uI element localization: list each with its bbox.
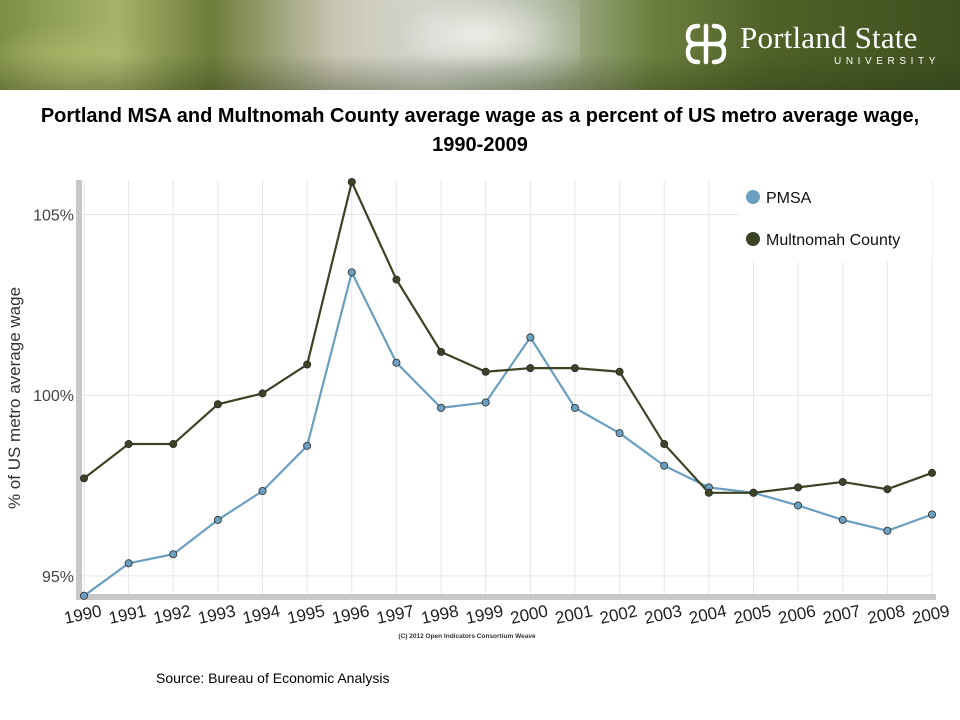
source-note: Source: Bureau of Economic Analysis xyxy=(156,670,390,686)
x-tick-label: 1995 xyxy=(286,601,327,627)
data-point xyxy=(80,474,89,483)
data-point xyxy=(213,400,222,409)
data-point xyxy=(258,389,267,398)
psu-logo-icon xyxy=(685,23,727,65)
data-point xyxy=(794,483,803,492)
logo-name: Portland State xyxy=(740,20,918,55)
data-point xyxy=(347,268,356,277)
x-tick-label: 2003 xyxy=(643,601,684,627)
line-chart: 95% 100% 105% % of US metro average wage 199… xyxy=(5,170,951,640)
x-tick-label: 2002 xyxy=(598,601,639,627)
data-point xyxy=(749,488,758,497)
chart-title: Portland MSA and Multnomah County averag… xyxy=(40,105,920,156)
data-point xyxy=(80,591,89,600)
data-point xyxy=(437,403,446,412)
data-point xyxy=(258,486,267,495)
data-point xyxy=(615,367,624,376)
legend-label: PMSA xyxy=(766,190,812,207)
header-banner: Portland State UNIVERSITY xyxy=(0,0,960,90)
data-point xyxy=(124,559,133,568)
x-tick-label: 2000 xyxy=(509,601,550,627)
series-line xyxy=(83,178,933,494)
x-axis-line xyxy=(76,594,936,600)
banner-background-building xyxy=(380,0,580,80)
x-tick-label: 1991 xyxy=(107,601,148,627)
data-point xyxy=(570,364,579,373)
legend-marker xyxy=(746,190,760,204)
x-tick-label: 2005 xyxy=(732,601,773,627)
data-point xyxy=(481,367,490,376)
legend-box xyxy=(738,170,932,262)
data-point xyxy=(303,360,312,369)
data-point xyxy=(883,485,892,494)
chart-watermark: (C) 2012 Open Indicators Consortium Weav… xyxy=(398,633,536,640)
data-point xyxy=(660,461,669,470)
x-tick-label: 1998 xyxy=(419,601,460,627)
data-point xyxy=(213,515,222,524)
data-point xyxy=(437,347,446,356)
data-point xyxy=(169,440,178,449)
logo-subtitle: UNIVERSITY xyxy=(834,56,941,67)
x-tick-label: 1994 xyxy=(241,601,282,627)
data-point xyxy=(794,501,803,510)
data-point xyxy=(838,515,847,524)
y-axis-label: % of US metro average wage xyxy=(5,287,24,509)
x-tick-label: 1993 xyxy=(196,601,237,627)
x-tick-label: 1999 xyxy=(464,601,505,627)
data-point xyxy=(526,364,535,373)
data-point xyxy=(660,440,669,449)
university-logo: Portland State UNIVERSITY xyxy=(682,18,952,74)
banner-shade xyxy=(0,0,960,90)
banner-background-blur xyxy=(0,20,170,90)
x-tick-label: 2007 xyxy=(821,601,862,627)
x-tick-label: 2008 xyxy=(866,601,907,627)
series-line xyxy=(83,269,933,597)
data-point xyxy=(347,177,356,186)
x-tick-label: 1992 xyxy=(152,601,193,627)
data-point xyxy=(570,403,579,412)
y-tick-label: 95% xyxy=(42,569,74,586)
data-point xyxy=(928,510,937,519)
data-point xyxy=(615,429,624,438)
x-tick-label: 2001 xyxy=(553,601,594,627)
data-point xyxy=(928,468,937,477)
x-tick-label: 1990 xyxy=(62,601,103,627)
y-tick-label: 105% xyxy=(33,208,74,225)
x-tick-label: 2009 xyxy=(910,601,951,627)
data-point xyxy=(526,333,535,342)
x-tick-label: 2004 xyxy=(687,601,728,627)
x-tick-label: 1996 xyxy=(330,601,371,627)
data-point xyxy=(392,275,401,284)
data-point xyxy=(169,550,178,559)
data-point xyxy=(838,477,847,486)
data-point xyxy=(481,398,490,407)
data-point xyxy=(392,358,401,367)
data-point xyxy=(124,440,133,449)
legend-label: Multnomah County xyxy=(766,232,900,249)
y-tick-label: 100% xyxy=(33,388,74,405)
chart-area: 95% 100% 105% % of US metro average wage 199… xyxy=(0,160,960,660)
data-point xyxy=(303,441,312,450)
y-axis-line xyxy=(76,180,82,598)
data-point xyxy=(704,488,713,497)
data-point xyxy=(883,526,892,535)
legend-marker xyxy=(746,232,760,246)
x-tick-label: 1997 xyxy=(375,601,416,627)
x-tick-label: 2006 xyxy=(776,601,817,627)
